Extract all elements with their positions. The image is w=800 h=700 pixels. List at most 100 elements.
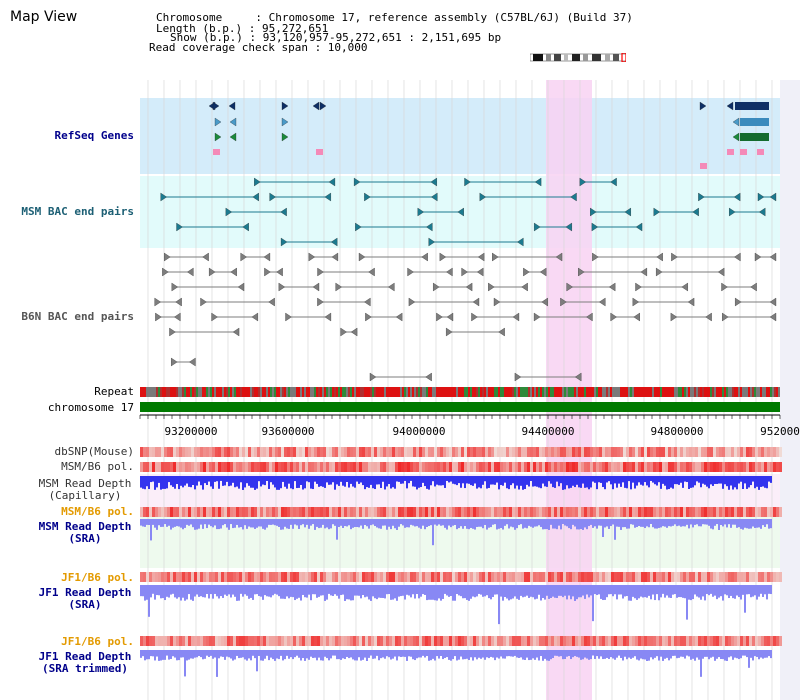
jf1-pol-heat-cell	[659, 572, 662, 582]
msm-capillary-depth-bar	[432, 476, 434, 482]
dbsnp-heat-cell	[164, 447, 167, 457]
msm-pol-heat-cell	[551, 462, 554, 472]
repeat-segment	[200, 387, 202, 397]
jf1-sra-depth-bar	[438, 585, 440, 599]
msm-pol-heat-cell	[437, 462, 440, 472]
msm-pol-sra-heat-cell	[653, 507, 656, 517]
jf1-pol-trim-heat-cell	[674, 636, 677, 646]
msm-pol-heat-cell	[533, 462, 536, 472]
msm-capillary-depth-bar	[470, 476, 472, 486]
msm-capillary-depth-bar	[394, 476, 396, 489]
dbsnp-heat-cell	[299, 447, 302, 457]
chromosome-ideogram[interactable]	[530, 53, 626, 62]
jf1-sra-depth-bar	[264, 585, 266, 596]
b6n-bac-label[interactable]: B6N BAC end pairs	[21, 310, 134, 323]
msm-pol-sra-heat-cell	[338, 507, 341, 517]
jf1-sra-depth-bar	[498, 585, 500, 625]
msm-pol-heat-cell	[245, 462, 248, 472]
msm-bac-label[interactable]: MSM BAC end pairs	[21, 205, 134, 218]
jf1-sra-depth-bar	[380, 585, 382, 598]
jf1-sra-depth-bar	[442, 585, 444, 599]
jf1-pol-heat-cell	[209, 572, 212, 582]
repeat-segment	[660, 387, 662, 397]
jf1-trim-depth-bar	[272, 650, 274, 660]
jf1-pol-trim-heat-cell	[560, 636, 563, 646]
msm-capillary-depth-bar	[204, 476, 206, 484]
msm-pol-heat-cell	[773, 462, 776, 472]
jf1-trim-depth-bar	[662, 650, 664, 661]
msm-sra-depth-bar	[752, 519, 754, 527]
jf1-sra-depth-bar	[278, 585, 280, 597]
jf1-pol-heat-cell	[317, 572, 320, 582]
jf1-pol-trim-heat-cell	[383, 636, 386, 646]
dbsnp-heat-cell	[212, 447, 215, 457]
msm-bac-pair-end	[733, 192, 741, 202]
jf1-sra-depth-bar	[618, 585, 620, 595]
msm-pol-heat-cell	[188, 462, 191, 472]
jf1-sra-depth-bar	[622, 585, 624, 599]
msm-sra-depth-bar	[584, 519, 586, 528]
jf1-pol-heat-cell	[587, 572, 590, 582]
jf1-sra-depth-bar	[246, 585, 248, 596]
jf1-trim-depth-bar	[742, 650, 744, 656]
b6n-bac-pair-end	[539, 267, 547, 277]
msm-capillary-depth-bar	[554, 476, 556, 488]
jf1-trim-depth-bar	[694, 650, 696, 661]
msm-capillary-depth-bar	[676, 476, 678, 485]
msm-sra-depth-bar	[476, 519, 478, 527]
repeat-segment	[406, 387, 408, 397]
msm-pol-heat-cell	[734, 462, 737, 472]
msm-pol-heat-cell	[302, 462, 305, 472]
dbsnp-heat-cell	[308, 447, 311, 457]
msm-capillary-depth-bar	[238, 476, 240, 489]
jf1-pol-heat-cell	[596, 572, 599, 582]
msm-sra-depth-bar	[190, 519, 192, 525]
dbsnp-heat-cell	[197, 447, 200, 457]
msm-pol-sra-heat-cell	[701, 507, 704, 517]
jf1-pol-trim-heat-cell	[665, 636, 668, 646]
repeat-segment	[244, 387, 246, 397]
jf1-trim-depth-bar	[170, 650, 172, 659]
msm-sra-depth-bar	[746, 519, 748, 529]
msm-sra-depth-bar	[494, 519, 496, 525]
jf1-pol-heat-cell	[767, 572, 770, 582]
jf1-pol-heat-cell	[311, 572, 314, 582]
msm-sra-depth-bar	[484, 519, 486, 525]
dbsnp-heat-cell	[590, 447, 593, 457]
msm-pol-heat-cell	[542, 462, 545, 472]
jf1-sra-depth-bar	[758, 585, 760, 597]
msm-bac-pair-end	[324, 192, 331, 202]
msm-pol-heat-cell	[425, 462, 428, 472]
repeat-segment	[746, 387, 748, 397]
jf1-pol-heat-cell	[272, 572, 275, 582]
msm-sra-depth-bar	[560, 519, 562, 530]
msm-capillary-depth-bar	[608, 476, 610, 482]
b6n-bac-pair-end	[656, 267, 663, 277]
msm-sra-depth-bar	[686, 519, 688, 525]
msm-sra-depth-bar	[266, 519, 268, 528]
repeat-segment	[454, 387, 456, 397]
jf1-trim-depth-bar	[366, 650, 368, 661]
dbsnp-heat-cell	[413, 447, 416, 457]
dbsnp-heat-cell	[404, 447, 407, 457]
repeat-segment	[690, 387, 692, 397]
jf1-trim-depth-bar	[456, 650, 458, 661]
dbsnp-heat-cell	[545, 447, 548, 457]
msm-sra-depth-bar	[172, 519, 174, 528]
jf1-trim-depth-bar	[668, 650, 670, 661]
dbsnp-heat-cell	[701, 447, 704, 457]
repeat-segment	[614, 387, 616, 397]
dbsnp-heat-cell	[689, 447, 692, 457]
jf1-trim-depth-bar	[182, 650, 184, 658]
jf1-pol-trim-heat-cell	[212, 636, 215, 646]
msm-pol-heat-cell	[428, 462, 431, 472]
msm-capillary-depth-bar	[360, 476, 362, 483]
msm-pol-sra-heat-cell	[245, 507, 248, 517]
msm-pol-sra-heat-cell	[737, 507, 740, 517]
msm-capillary-depth-bar	[712, 476, 714, 486]
jf1-sra-depth-bar	[726, 585, 728, 596]
refseq-genes-label[interactable]: RefSeq Genes	[54, 129, 134, 142]
b6n-bac-pair-end	[232, 327, 240, 337]
repeat-segment	[718, 387, 720, 397]
